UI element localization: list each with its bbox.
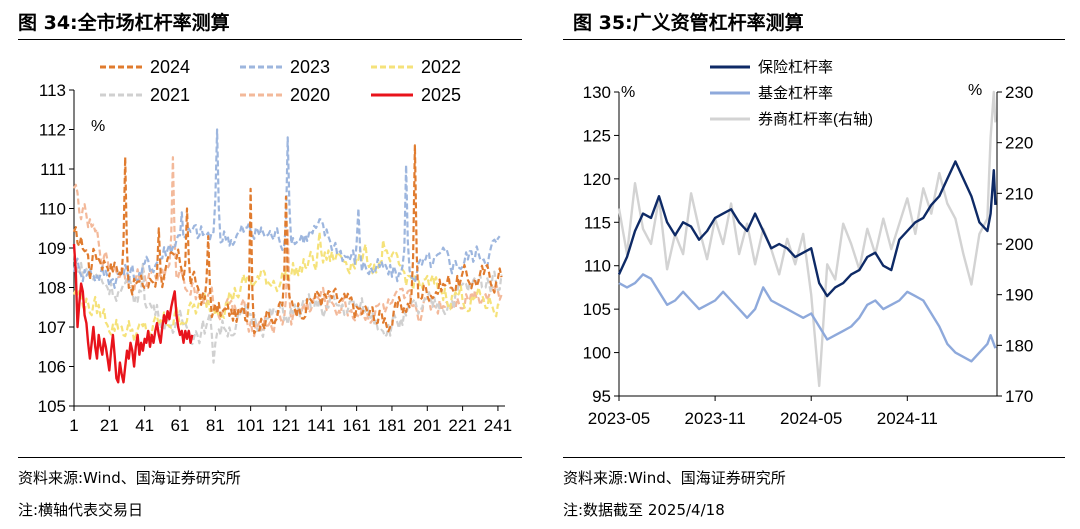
left-y-tick-label: 110 (39, 200, 66, 219)
left-x-tick-label: 241 (484, 416, 512, 435)
right-right-tick-label: 190 (1005, 286, 1033, 305)
right-legend-label-1: 基金杠杆率 (758, 85, 833, 102)
left-x-tick-label: 221 (448, 416, 476, 435)
right-x-tick-label: 2024-05 (780, 409, 842, 428)
left-x-tick-label: 61 (171, 416, 190, 435)
right-top-rule (563, 39, 1065, 40)
right-chart: 95 100 105 110 115 120 125 130 170 180 190 200 210 22… (583, 59, 1034, 428)
left-x-tick-label: 1 (69, 416, 78, 435)
left-legend-label-2023: 2023 (290, 57, 330, 77)
left-y-tick-label: 109 (38, 239, 66, 258)
left-y-tick-label: 108 (38, 279, 66, 298)
right-right-tick-label: 180 (1005, 336, 1033, 355)
left-legend-label-2025: 2025 (421, 85, 461, 105)
right-series-保险杠杆率 (617, 160, 997, 298)
left-y-unit: % (91, 118, 105, 135)
right-right-tick-label: 220 (1005, 134, 1033, 153)
right-right-tick-label: 200 (1005, 235, 1033, 254)
right-chart-title: 图 35:广义资管杠杆率测算 (573, 12, 804, 34)
right-left-tick-label: 130 (583, 83, 611, 102)
left-legend-label-2020: 2020 (290, 85, 330, 105)
left-x-tick-label: 21 (100, 416, 119, 435)
right-left-tick-label: 120 (583, 170, 611, 189)
left-x-tick-label: 201 (413, 416, 441, 435)
right-left-tick-label: 95 (592, 387, 611, 406)
left-x-tick-label: 121 (272, 416, 300, 435)
left-y-tick-label: 112 (39, 121, 66, 140)
left-y-tick-label: 105 (38, 397, 66, 416)
left-x-tick-label: 181 (378, 416, 406, 435)
right-legend-label-2: 券商杠杆率(右轴) (758, 111, 873, 128)
right-left-tick-label: 125 (583, 126, 611, 145)
left-legend-label-2024: 2024 (150, 57, 190, 77)
right-panel: 图 35:广义资管杠杆率测算 95 100 105 110 115 120 125 130 17… (555, 0, 1080, 529)
left-source: 资料来源:Wind、国海证券研究所 (18, 469, 241, 487)
left-x-tick-label: 41 (135, 416, 154, 435)
right-note: 注:数据截至 2025/4/18 (563, 501, 725, 519)
left-series-2020 (73, 156, 503, 338)
left-y-tick-label: 111 (40, 160, 66, 179)
left-x-tick-label: 141 (307, 416, 335, 435)
right-legend-label-0: 保险杠杆率 (758, 59, 833, 76)
left-y-tick-label: 107 (38, 318, 66, 337)
left-panel: 图 34:全市场杠杆率测算 105 106 107 108 109 110 111 112 11… (18, 12, 522, 519)
right-bottom-rule (563, 457, 1065, 458)
right-left-tick-label: 115 (584, 213, 611, 232)
right-x-tick-label: 2023-05 (588, 409, 650, 428)
left-bottom-rule (18, 457, 522, 458)
right-x-tick-label: 2023-11 (685, 409, 746, 428)
left-note: 注:横轴代表交易日 (18, 501, 144, 519)
left-series-2025 (72, 244, 194, 384)
right-left-tick-label: 105 (583, 300, 611, 319)
right-right-tick-label: 170 (1005, 387, 1033, 406)
right-series-券商杠杆率(右轴) (617, 90, 997, 388)
right-y-unit-left: % (621, 84, 635, 101)
right-right-tick-label: 210 (1005, 184, 1033, 203)
left-series-2021 (73, 259, 503, 364)
left-legend-label-2022: 2022 (421, 57, 461, 77)
left-legend-label-2021: 2021 (150, 85, 190, 105)
right-left-tick-label: 100 (583, 344, 611, 363)
right-source: 资料来源:Wind、国海证券研究所 (563, 469, 786, 487)
left-chart-title: 图 34:全市场杠杆率测算 (18, 12, 230, 34)
left-y-tick-label: 113 (39, 81, 66, 100)
right-x-tick-label: 2024-11 (877, 409, 938, 428)
right-y-unit-right: % (968, 82, 982, 99)
left-top-rule (18, 39, 522, 40)
left-x-tick-label: 81 (206, 416, 225, 435)
right-series-基金杠杆率 (618, 273, 997, 363)
right-right-tick-label: 230 (1005, 83, 1033, 102)
left-x-tick-label: 101 (236, 416, 264, 435)
left-series-2023 (72, 128, 501, 289)
left-x-tick-label: 161 (342, 416, 370, 435)
right-left-tick-label: 110 (584, 257, 611, 276)
left-y-tick-label: 106 (38, 358, 66, 377)
